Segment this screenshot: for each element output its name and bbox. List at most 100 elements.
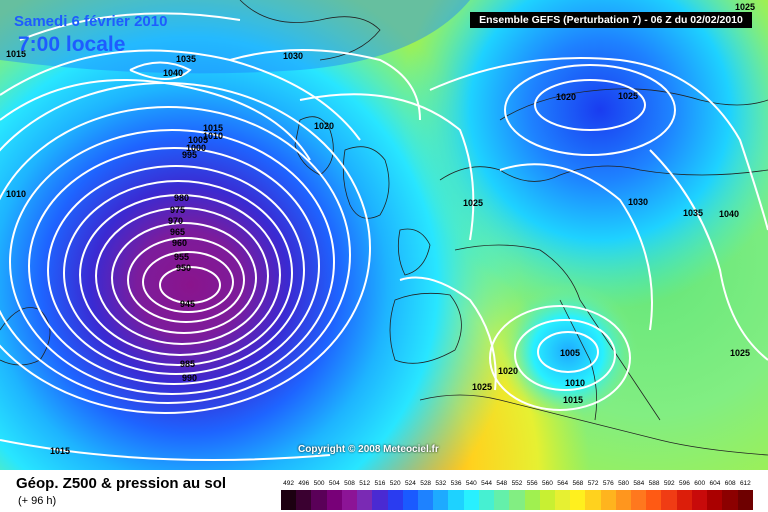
isobar-label: 1010 <box>565 378 585 388</box>
isobar-label: 995 <box>182 150 197 160</box>
mediterranean-low-area <box>0 0 768 470</box>
isobar-label: 985 <box>180 359 195 369</box>
scale-label: 492 <box>283 480 295 487</box>
scale-label: 608 <box>724 480 736 487</box>
isobar-label: 1015 <box>6 49 26 59</box>
scale-label: 604 <box>709 480 721 487</box>
isobar-label: 1020 <box>498 366 518 376</box>
scale-label: 544 <box>481 480 492 487</box>
scale-swatch <box>372 490 388 510</box>
scale-swatch <box>494 490 510 510</box>
scale-swatch <box>554 490 571 510</box>
scale-swatch <box>417 490 434 510</box>
scale-swatch <box>311 490 327 510</box>
isobar-label: 975 <box>170 205 185 215</box>
isobar-label: 960 <box>172 238 187 248</box>
isobar-label: 1025 <box>463 198 483 208</box>
scale-swatch <box>524 490 540 510</box>
isobar-label: 1020 <box>556 92 576 102</box>
scale-labels: 492 496 500 504 508 512 516 520 524 528 532 536 540 5… <box>281 480 753 490</box>
isobar-label: 970 <box>168 216 183 226</box>
scale-label: 536 <box>450 480 462 487</box>
isobar-label: 1010 <box>203 131 223 141</box>
isobar-label: 1035 <box>176 54 196 64</box>
model-run-info: Ensemble GEFS (Perturbation 7) - 06 Z du… <box>470 12 752 28</box>
isobar-label: 955 <box>174 252 189 262</box>
scale-swatch <box>478 490 495 510</box>
isobar-label: 965 <box>170 227 185 237</box>
scale-label: 572 <box>587 480 599 487</box>
isobar-label: 1020 <box>314 121 334 131</box>
scale-label: 508 <box>344 480 355 487</box>
scale-swatch <box>357 490 373 510</box>
scale-label: 556 <box>526 480 538 487</box>
scale-label: 588 <box>648 480 660 487</box>
scale-swatch <box>600 490 616 510</box>
isobar-label: 980 <box>174 193 189 203</box>
isobar-label: 1015 <box>203 123 223 133</box>
scale-swatch <box>722 490 738 510</box>
scale-label: 592 <box>663 480 675 487</box>
scale-swatch <box>433 490 449 510</box>
scale-label: 540 <box>465 480 477 487</box>
isobar-label: 1040 <box>163 68 183 78</box>
isobar-label: 1030 <box>628 197 648 207</box>
footer-bar: Géop. Z500 & pression au sol (+ 96 h) 49… <box>0 470 768 512</box>
forecast-time: 7:00 locale <box>18 33 126 56</box>
scale-label: 504 <box>328 480 340 487</box>
scale-label: 528 <box>420 480 432 487</box>
scale-swatch <box>585 490 601 510</box>
isobar-label: 1040 <box>719 209 739 219</box>
scale-swatch <box>509 490 525 510</box>
scale-label: 612 <box>739 480 751 487</box>
isobar-label: 1030 <box>283 51 303 61</box>
scale-label: 560 <box>542 480 553 487</box>
scale-label: 516 <box>374 480 386 487</box>
scale-swatch <box>615 490 632 510</box>
map-title: Géop. Z500 & pression au sol <box>16 475 227 492</box>
weather-map: 1015 1010 1035 1040 1030 1015 1010 1005 … <box>0 0 768 470</box>
scale-swatch <box>296 490 312 510</box>
scale-swatch <box>387 490 403 510</box>
scale-swatch <box>463 490 479 510</box>
isobar-label: 1015 <box>563 395 583 405</box>
scale-swatch <box>646 490 662 510</box>
isobar-label: 1000 <box>186 143 206 153</box>
forecast-date: Samedi 6 février 2010 <box>14 13 168 30</box>
scale-label: 552 <box>511 480 523 487</box>
isobar-label: 1025 <box>730 348 750 358</box>
scale-swatch <box>539 490 555 510</box>
scale-swatch <box>737 490 753 510</box>
isobar-label: 1035 <box>683 208 703 218</box>
scale-label: 500 <box>313 480 325 487</box>
isobar-labels: 1015 1010 1035 1040 1030 1015 1010 1005 … <box>6 2 755 456</box>
geopotential-color-scale: 492 496 500 504 508 512 516 520 524 528 532 536 540 5… <box>281 480 753 510</box>
scale-label: 568 <box>572 480 584 487</box>
forecast-range: (+ 96 h) <box>18 495 57 507</box>
copyright-notice: Copyright © 2008 Meteociel.fr <box>298 444 439 455</box>
scale-swatch <box>570 490 586 510</box>
scale-swatch <box>661 490 677 510</box>
isobar-label: 1025 <box>618 91 638 101</box>
isobar-label: 945 <box>180 299 195 309</box>
scale-label: 596 <box>679 480 690 487</box>
isobar-label: 1025 <box>735 2 755 12</box>
scale-swatch <box>341 490 358 510</box>
scale-label: 576 <box>602 480 614 487</box>
scale-swatch <box>281 490 297 510</box>
isobar-label: 990 <box>182 373 197 383</box>
scale-label: 548 <box>496 480 508 487</box>
scale-swatch <box>691 490 708 510</box>
coastlines <box>0 0 768 456</box>
scale-label: 524 <box>404 480 416 487</box>
scale-swatch <box>402 490 418 510</box>
scale-swatch <box>631 490 647 510</box>
scale-label: 584 <box>633 480 645 487</box>
isobar-label: 1005 <box>188 135 208 145</box>
scale-swatch <box>707 490 723 510</box>
isobar-label: 1025 <box>472 382 492 392</box>
scale-label: 564 <box>557 480 569 487</box>
scale-label: 580 <box>618 480 629 487</box>
scale-swatch <box>676 490 692 510</box>
isobars <box>0 12 768 461</box>
